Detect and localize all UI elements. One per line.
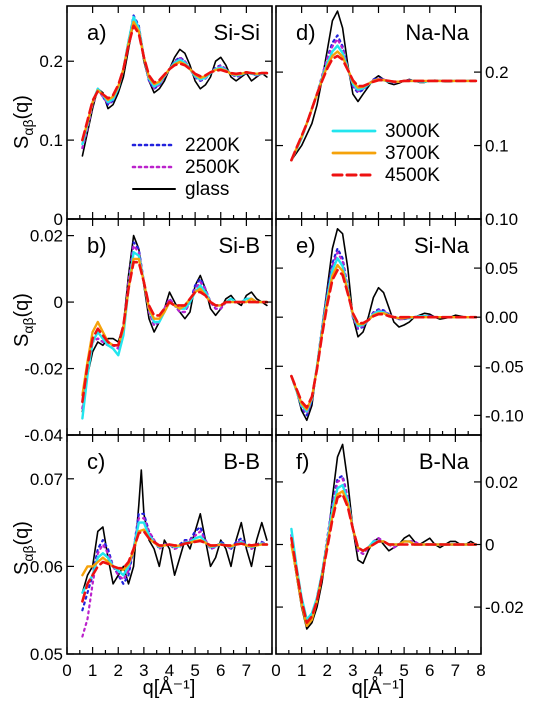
series-b-glass xyxy=(81,234,268,413)
ytick-label-d-1: 0.2 xyxy=(485,63,509,82)
ytick-label-b-0: -0.04 xyxy=(24,426,63,445)
series-b-3000K xyxy=(81,251,269,420)
panel-title-a: Si-Si xyxy=(214,20,260,45)
xtick-label-c-3: 3 xyxy=(139,661,148,680)
legend-label-4500K: 4500K xyxy=(385,165,440,186)
ytick-label-b-3: 0.02 xyxy=(30,227,63,246)
panel-title-e: Si-Na xyxy=(414,233,470,258)
panel-c: 0.05 0.06 0.07 c) B-B 0 1 2 3 4 5 6 7 xyxy=(30,434,273,680)
series-c-4500K xyxy=(81,530,269,603)
legend-label-2200K: 2200K xyxy=(185,135,240,156)
panel-b: -0.04 -0.02 0 0.02 b) Si-B xyxy=(24,218,273,445)
panel-letter-b: b) xyxy=(87,233,107,258)
panel-letter-a: a) xyxy=(87,20,107,45)
panel-letter-c: c) xyxy=(87,449,105,474)
legend-label-3700K: 3700K xyxy=(385,143,440,164)
legend-label-3000K: 3000K xyxy=(385,121,440,142)
ylabel-a: Sαβ(q) xyxy=(11,95,36,149)
xtick-label-c-0: 0 xyxy=(62,661,71,680)
series-e-3700K xyxy=(290,263,478,411)
xtick-label-f-1: 1 xyxy=(297,661,306,680)
series-f-4500K xyxy=(290,493,478,624)
series-e-2500K xyxy=(290,251,477,415)
series-c-glass xyxy=(81,469,268,594)
xtick-label-f-4: 4 xyxy=(374,661,383,680)
xtick-label-f-2: 2 xyxy=(323,661,332,680)
panel-title-f: B-Na xyxy=(419,449,470,474)
series-a-glass xyxy=(81,21,268,157)
series-b-4500K xyxy=(81,260,269,404)
xtick-label-c-4: 4 xyxy=(165,661,174,680)
panel-d: 0.1 0.2 d) Na-Na xyxy=(275,5,509,220)
series-c-2500K xyxy=(81,517,268,638)
labels-layer: Sαβ(q) Sαβ(q) Sαβ(q) q[Å⁻¹] q[Å⁻¹] xyxy=(11,95,404,699)
panel-letter-f: f) xyxy=(296,449,309,474)
ytick-label-e-3: 0.05 xyxy=(485,259,518,278)
series-b-2500K xyxy=(81,244,268,410)
ytick-label-e-1: -0.05 xyxy=(485,357,524,376)
ytick-label-a-2: 0.2 xyxy=(39,52,63,71)
xtick-label-c-5: 5 xyxy=(190,661,199,680)
ytick-label-f-0: -0.02 xyxy=(485,598,524,617)
panel-title-b: Si-B xyxy=(218,233,260,258)
panel-e: -0.10 -0.05 0.00 0.05 0.10 e) Si-Na xyxy=(275,210,524,436)
series-e-4500K xyxy=(290,268,478,409)
panel-a: 0 0.1 0.2 a) Si-Si xyxy=(39,5,273,229)
ytick-label-f-2: 0.02 xyxy=(485,473,518,492)
xtick-label-c-6: 6 xyxy=(216,661,225,680)
xtick-label-f-8: 8 xyxy=(476,661,485,680)
series-d-3000K xyxy=(290,44,478,162)
xtick-label-c-2: 2 xyxy=(114,661,123,680)
xtick-label-f-3: 3 xyxy=(348,661,357,680)
xtick-label-f-6: 6 xyxy=(425,661,434,680)
xtick-label-f-5: 5 xyxy=(399,661,408,680)
ytick-label-b-1: -0.02 xyxy=(24,360,63,379)
series-d-4500K xyxy=(290,54,478,162)
series-d-3700K xyxy=(290,50,478,162)
series-e-3000K xyxy=(290,257,478,413)
ytick-label-e-4: 0.10 xyxy=(485,210,518,229)
xlabel-left: q[Å⁻¹] xyxy=(143,676,196,699)
ylabel-b: Sαβ(q) xyxy=(11,293,36,347)
panel-letter-e: e) xyxy=(296,233,316,258)
series-a-4500K xyxy=(81,24,269,142)
xtick-label-c-7: 7 xyxy=(242,661,251,680)
panel-title-c: B-B xyxy=(223,449,260,474)
series-a-2200K xyxy=(81,14,268,150)
panel-letter-d: d) xyxy=(296,20,316,45)
ytick-label-b-2: 0 xyxy=(54,293,63,312)
ylabel-c: Sαβ(q) xyxy=(11,521,36,575)
ytick-label-c-0: 0.05 xyxy=(30,645,63,664)
legend-label-glass: glass xyxy=(185,179,229,200)
ytick-label-c-2: 0.07 xyxy=(30,470,63,489)
series-b-2200K xyxy=(81,241,268,410)
xlabel-right: q[Å⁻¹] xyxy=(352,676,405,699)
ytick-label-e-2: 0.00 xyxy=(485,308,518,327)
series-e-2200K xyxy=(290,247,477,417)
series-f-2500K xyxy=(290,477,477,624)
ytick-label-d-0: 0.1 xyxy=(485,137,509,156)
ytick-label-c-1: 0.06 xyxy=(30,557,63,576)
xtick-label-f-7: 7 xyxy=(451,661,460,680)
series-d-2500K xyxy=(290,38,477,162)
ytick-label-e-0: -0.10 xyxy=(485,406,524,425)
legend-label-2500K: 2500K xyxy=(185,157,240,178)
ytick-label-a-0: 0 xyxy=(54,210,63,229)
ytick-label-f-1: 0 xyxy=(485,536,494,555)
panel-title-d: Na-Na xyxy=(405,20,469,45)
xtick-label-c-1: 1 xyxy=(88,661,97,680)
series-b-3700K xyxy=(81,257,269,397)
series-f-3700K xyxy=(290,490,478,627)
ytick-label-a-1: 0.1 xyxy=(39,131,63,150)
xtick-label-f-0: 0 xyxy=(271,661,280,680)
